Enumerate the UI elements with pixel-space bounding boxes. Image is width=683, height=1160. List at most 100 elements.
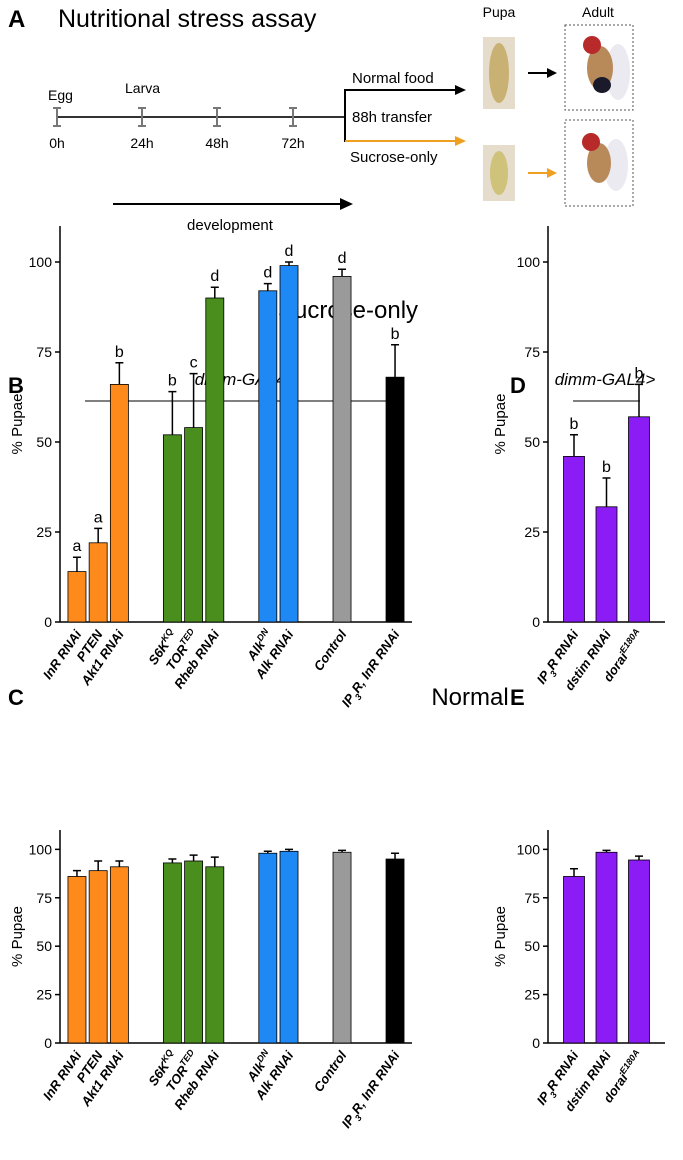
y-tick-label: 0 (44, 614, 52, 630)
bar (258, 852, 278, 1044)
label-subscript: 3 (548, 669, 559, 679)
y-tick-label: 0 (532, 1035, 540, 1051)
x-tick-label: IP3R, InR RNAi (338, 1048, 406, 1133)
branch-label: Sucrose-only (350, 149, 438, 166)
bar (184, 860, 204, 1044)
y-tick-label: 50 (36, 938, 52, 954)
bar (385, 376, 405, 623)
arrow-label: development (187, 217, 274, 234)
error-bar (602, 477, 611, 507)
bar (332, 275, 352, 623)
y-tick-label: 100 (517, 841, 541, 857)
bar (628, 859, 650, 1044)
stage-label: Egg (48, 87, 73, 103)
error-bar (635, 855, 643, 861)
bar (563, 876, 585, 1044)
panel-letter: A (8, 6, 25, 33)
y-tick-label: 100 (29, 841, 53, 857)
error-bar (391, 344, 400, 378)
significance-label: d (285, 243, 294, 260)
y-tick-label: 100 (517, 254, 541, 270)
arrow-head (340, 198, 353, 210)
error-bar (338, 268, 347, 277)
bar (279, 850, 299, 1044)
label-part: Control (311, 1048, 350, 1095)
x-tick-label: IP3R, InR RNAi (338, 627, 406, 712)
bar (332, 851, 352, 1044)
error-bar (72, 869, 81, 877)
label-superscript: E180A (618, 1048, 642, 1076)
label-superscript: TED (178, 1047, 197, 1068)
arrow-head (455, 136, 466, 146)
y-tick-label: 50 (524, 434, 540, 450)
bar (563, 455, 585, 623)
error-bar (210, 856, 219, 867)
significance-label: d (263, 265, 272, 282)
panel-letter: C (8, 685, 24, 710)
bar (67, 571, 87, 623)
error-bar (115, 860, 124, 867)
bar (628, 416, 650, 623)
error-bar (189, 372, 198, 428)
error-bar (338, 849, 347, 853)
bar (88, 542, 108, 623)
error-bar (635, 383, 643, 417)
significance-label: a (73, 538, 82, 555)
error-bar (94, 527, 103, 543)
diagram-title: Nutritional stress assay (58, 5, 317, 33)
y-tick-label: 25 (524, 987, 540, 1003)
y-tick-label: 75 (36, 344, 52, 360)
time-ticks (53, 107, 297, 127)
y-tick-label: 100 (29, 254, 53, 270)
error-bar (189, 854, 198, 861)
significance-label: b (570, 416, 579, 433)
label-subscript: 3 (353, 692, 364, 702)
y-axis-label: % Pupae (492, 906, 509, 967)
bar (595, 506, 618, 623)
error-bar (72, 556, 81, 572)
significance-label: c (190, 355, 198, 372)
bar (162, 862, 182, 1044)
label-subscript: 3 (353, 1113, 364, 1123)
error-bar (263, 850, 272, 854)
error-bar (94, 860, 103, 871)
bar (109, 383, 129, 623)
bar (258, 290, 278, 623)
bar (279, 265, 299, 623)
panel-letter: D (510, 373, 526, 398)
chart-title: dimm-GAL4> (555, 370, 656, 389)
y-axis-label: % Pupae (9, 906, 26, 967)
significance-label: b (635, 365, 644, 382)
arrow-head (455, 85, 466, 95)
y-tick-label: 75 (524, 890, 540, 906)
label-subscript: 3 (548, 1090, 559, 1100)
significance-label: d (210, 268, 219, 285)
error-bar (602, 849, 611, 853)
time-label: 24h (130, 135, 153, 151)
branch-label: Normal food (352, 70, 434, 87)
bar (184, 427, 204, 623)
y-tick-label: 0 (44, 1035, 52, 1051)
bar (205, 297, 225, 623)
y-tick-label: 25 (524, 524, 540, 540)
error-bar (115, 362, 124, 385)
time-label: 72h (281, 135, 304, 151)
label-part: dorai (600, 1070, 631, 1105)
y-tick-label: 75 (524, 344, 540, 360)
y-tick-label: 25 (36, 987, 52, 1003)
label-part: dorai (600, 649, 631, 684)
x-tick-label: Control (311, 1048, 350, 1095)
label-superscript: TED (178, 626, 197, 647)
bar (67, 876, 87, 1044)
bar (595, 851, 618, 1044)
y-tick-label: 50 (36, 434, 52, 450)
error-bar (570, 867, 578, 877)
panel-letter: E (510, 685, 525, 710)
panel-letter: B (8, 373, 24, 398)
error-bar (285, 261, 294, 266)
error-bar (285, 848, 294, 852)
